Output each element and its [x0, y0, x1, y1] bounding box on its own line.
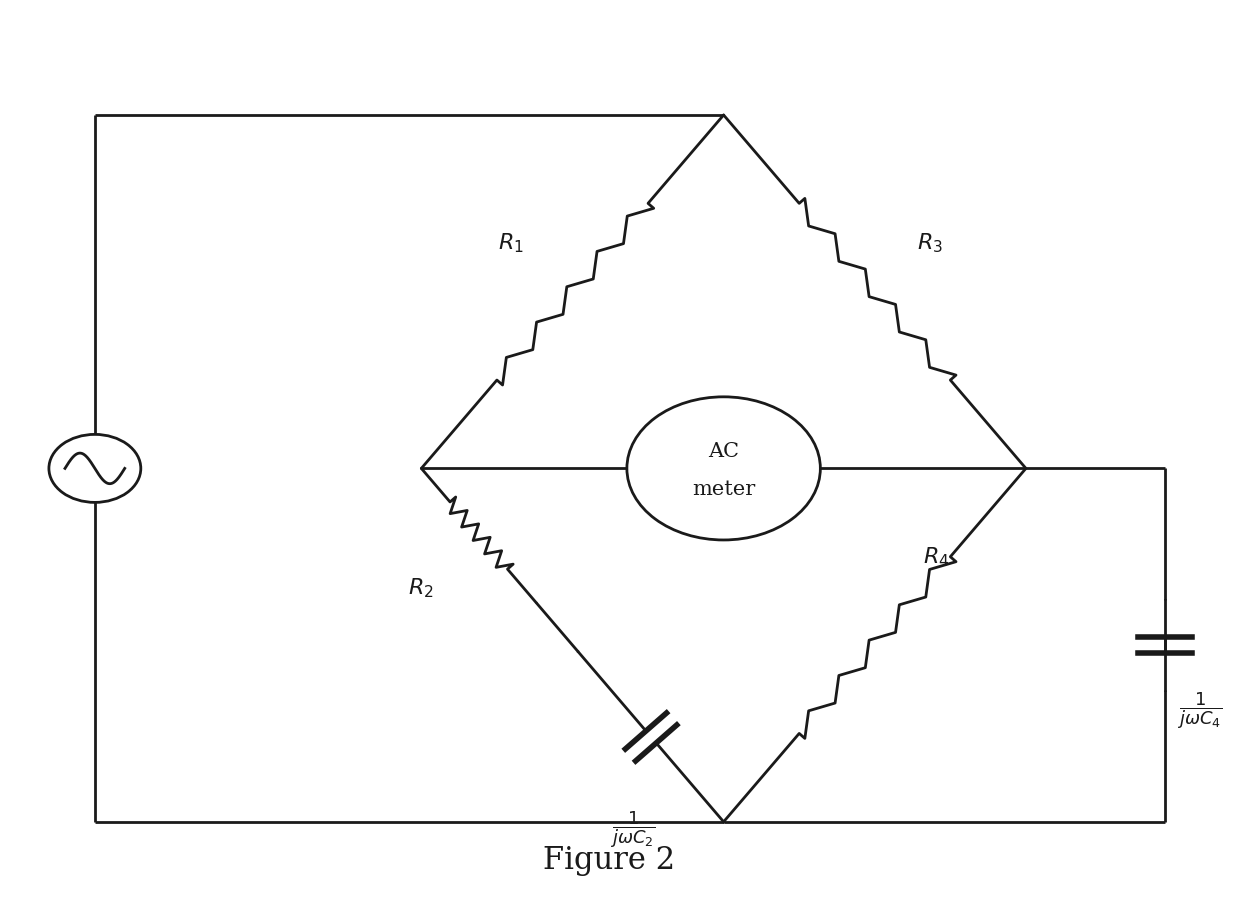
Circle shape	[49, 435, 141, 502]
Text: AC: AC	[708, 441, 739, 461]
Text: Figure 2: Figure 2	[543, 844, 675, 876]
Text: $R_1$: $R_1$	[499, 231, 524, 254]
Text: $R_3$: $R_3$	[917, 231, 943, 254]
Text: $\dfrac{1}{j\omega C_2}$: $\dfrac{1}{j\omega C_2}$	[611, 808, 655, 849]
Text: meter: meter	[692, 479, 755, 498]
Text: $\dfrac{1}{j\omega C_4}$: $\dfrac{1}{j\omega C_4}$	[1177, 690, 1222, 731]
Text: $R_4$: $R_4$	[923, 545, 949, 568]
Text: $R_2$: $R_2$	[407, 576, 433, 600]
Circle shape	[627, 398, 821, 540]
